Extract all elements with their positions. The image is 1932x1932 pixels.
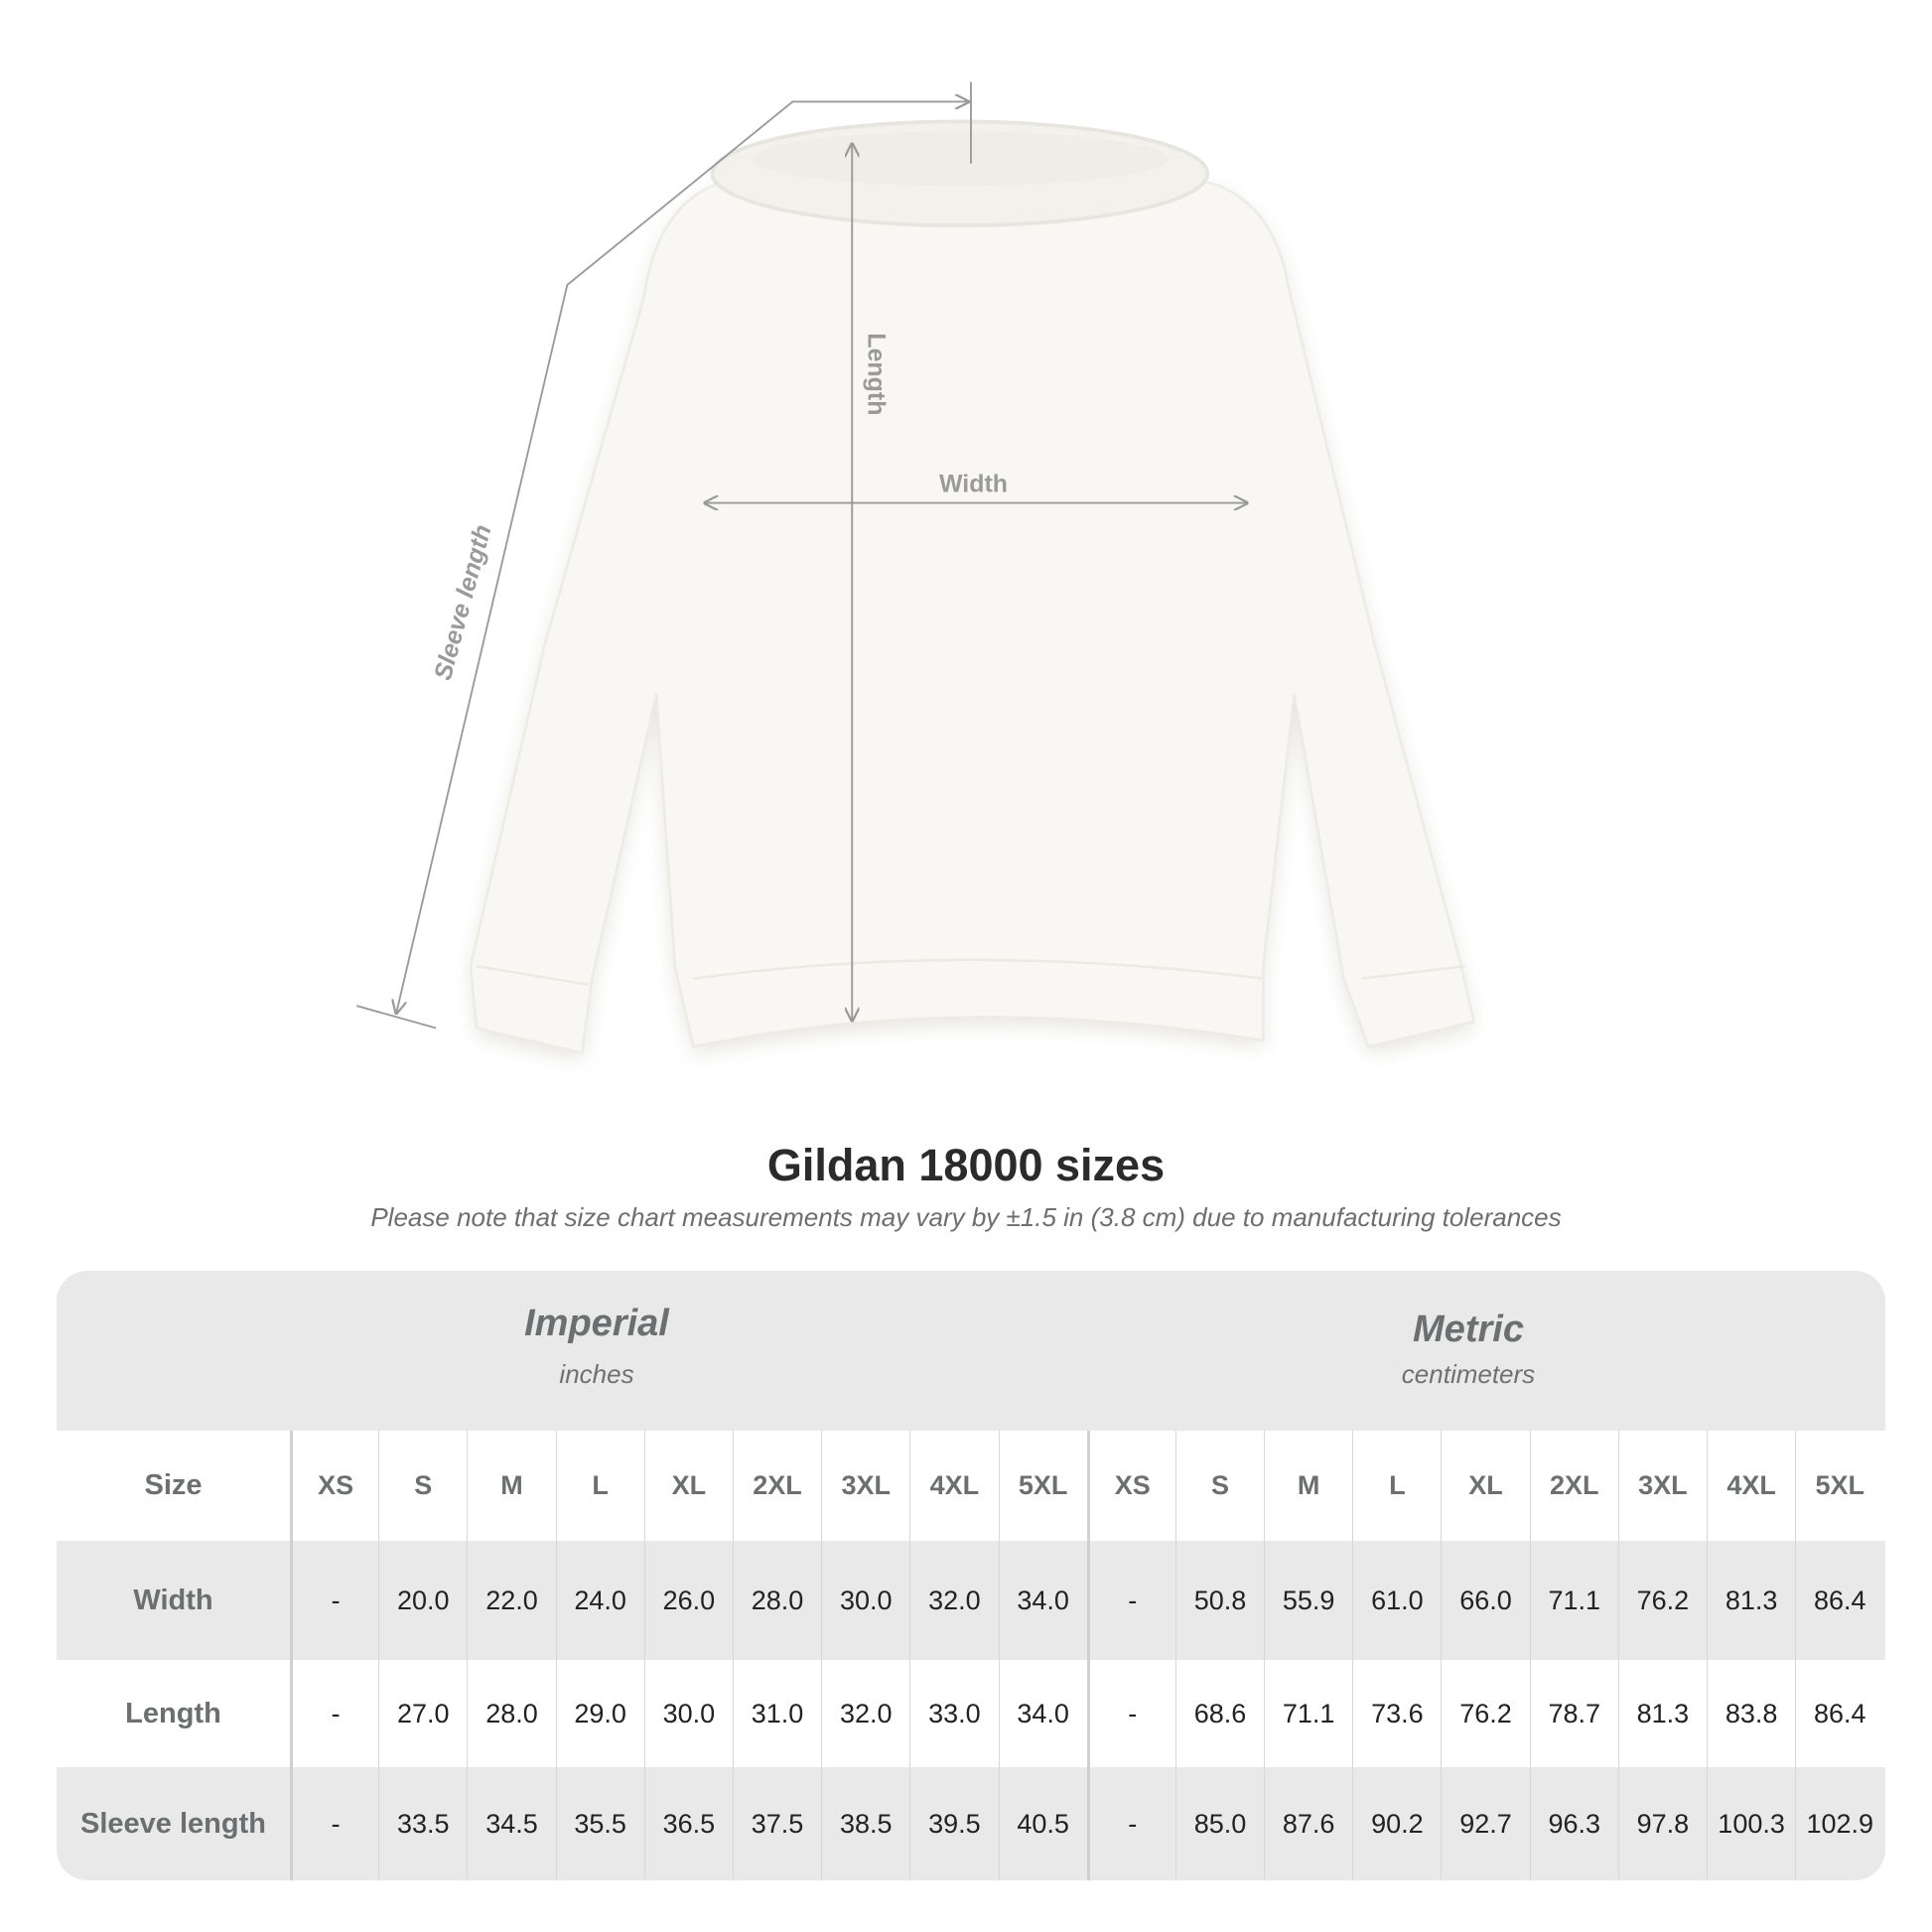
table-cell: 97.8 [1617,1767,1707,1880]
table-cell: 33.0 [909,1660,998,1767]
table-cell: 29.0 [555,1660,644,1767]
table-cell: 32.0 [909,1541,998,1660]
imperial-header: Imperial inches [348,1303,845,1390]
table-cell: 28.0 [467,1660,555,1767]
sweatshirt-body [469,145,1475,1055]
header-band [57,1271,1885,1431]
table-cell: 71.1 [1529,1541,1618,1660]
table-cell: 31.0 [732,1660,821,1767]
table-cell: 30.0 [643,1660,733,1767]
size-header-xs: XS [1086,1431,1175,1541]
table-cell: 102.9 [1795,1767,1883,1880]
table-cell: 68.6 [1174,1660,1264,1767]
table-cell: 24.0 [555,1541,644,1660]
size-header-3xl: 3XL [821,1431,909,1541]
table-cell: 81.3 [1617,1660,1707,1767]
metric-header: Metric centimeters [1220,1309,1717,1390]
table-cell: 39.5 [909,1767,998,1880]
size-header-xl: XL [1441,1431,1529,1541]
table-cell: 86.4 [1795,1660,1883,1767]
table-cell: 32.0 [821,1660,909,1767]
size-header-2xl: 2XL [732,1431,821,1541]
table-cell: - [1086,1541,1175,1660]
table-cell: 76.2 [1617,1541,1707,1660]
metric-title: Metric [1413,1309,1524,1350]
table-cell: 30.0 [821,1541,909,1660]
table-cell: 22.0 [467,1541,555,1660]
size-header-5xl: 5XL [1795,1431,1883,1541]
table-row: Width -20.0 22.0 24.0 26.0 28.0 30.0 32.0 34.0-5… [57,1541,1885,1660]
size-header-4xl: 4XL [1707,1431,1795,1541]
size-header-xs: XS [290,1431,378,1541]
row-label: Sleeve length [80,1807,266,1840]
table-cell: 28.0 [732,1541,821,1660]
table-cell: - [290,1660,378,1767]
size-header-m: M [1264,1431,1352,1541]
sweatshirt-diagram: Length Width Sleeve length [356,81,1475,1060]
metric-unit: centimeters [1401,1359,1536,1389]
table-cell: 90.2 [1352,1767,1441,1880]
table-cell: 92.7 [1441,1767,1529,1880]
table-cell: 87.6 [1264,1767,1352,1880]
width-label: Width [939,470,1008,497]
size-header-3xl: 3XL [1617,1431,1707,1541]
table-cell: 100.3 [1707,1767,1795,1880]
size-header-xl: XL [643,1431,733,1541]
table-cell: - [290,1767,378,1880]
table-row: Sleeve length -33.5 34.5 35.5 36.5 37.5 38.5 39… [57,1767,1885,1880]
size-row: Size XS S M L XL 2XL 3XL 4XL 5XL XS S M L XL 2XL 3XL 4XL… [57,1431,1885,1541]
table-cell: 55.9 [1264,1541,1352,1660]
table-cell: - [290,1541,378,1660]
table-cell: 34.5 [467,1767,555,1880]
size-header-s: S [378,1431,467,1541]
table-cell: 71.1 [1264,1660,1352,1767]
table-cell: 34.0 [998,1541,1087,1660]
table-cell: 86.4 [1795,1541,1883,1660]
tolerance-note: Please note that size chart measurements… [370,1202,1562,1232]
length-label: Length [862,333,890,415]
table-cell: 20.0 [378,1541,467,1660]
table-cell: 85.0 [1174,1767,1264,1880]
table-cell: - [1086,1660,1175,1767]
table-cell: 40.5 [998,1767,1087,1880]
table-cell: 81.3 [1707,1541,1795,1660]
row-label: Width [133,1584,213,1616]
sleeve-length-label: Sleeve length [429,522,497,684]
table-cell: 50.8 [1174,1541,1264,1660]
table-cell: 27.0 [378,1660,467,1767]
table-cell: 76.2 [1441,1660,1529,1767]
table-cell: 36.5 [643,1767,733,1880]
imperial-title: Imperial [524,1303,669,1344]
table-cell: 34.0 [998,1660,1087,1767]
table-cell: 37.5 [732,1767,821,1880]
size-header-s: S [1174,1431,1264,1541]
size-header-2xl: 2XL [1529,1431,1618,1541]
row-label: Length [125,1697,221,1729]
table-cell: 35.5 [555,1767,644,1880]
table-cell: 78.7 [1529,1660,1618,1767]
size-table: Imperial inches Metric centimeters Size … [57,1271,1885,1880]
table-cell: 26.0 [643,1541,733,1660]
size-header-4xl: 4XL [909,1431,998,1541]
size-header-m: M [467,1431,555,1541]
sleeve-line [396,101,968,1013]
table-row: Length -27.0 28.0 29.0 30.0 31.0 32.0 33.0 34.0-… [57,1660,1885,1767]
table-cell: 66.0 [1441,1541,1529,1660]
table-cell: 83.8 [1707,1660,1795,1767]
table-cell: 61.0 [1352,1541,1441,1660]
page-title: Gildan 18000 sizes [766,1140,1166,1190]
table-cell: 96.3 [1529,1767,1618,1880]
size-header-l: L [555,1431,644,1541]
imperial-unit: inches [559,1359,634,1389]
table-cell: 33.5 [378,1767,467,1880]
table-cell: - [1086,1767,1175,1880]
size-header-5xl: 5XL [998,1431,1087,1541]
table-cell: 73.6 [1352,1660,1441,1767]
size-label: Size [144,1469,203,1501]
table-cell: 38.5 [821,1767,909,1880]
size-header-l: L [1352,1431,1441,1541]
